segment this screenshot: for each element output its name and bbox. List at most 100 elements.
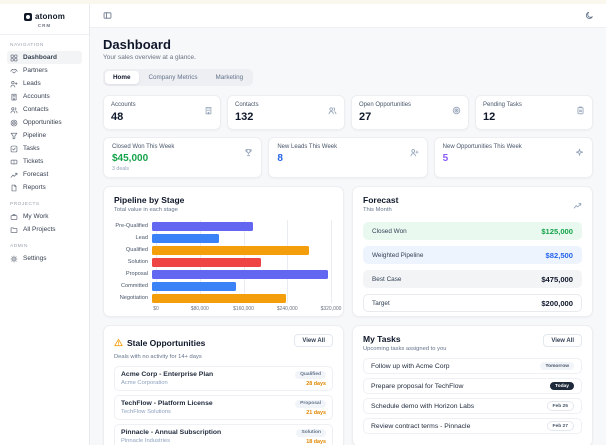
forecast-row-value: $475,000 — [541, 274, 573, 284]
panel-icon — [103, 12, 111, 19]
task-due-badge: Tomorrow — [540, 362, 574, 370]
task-row[interactable]: Review contract terms - Pinnacle Feb 27 — [363, 418, 582, 434]
stale-opportunity-row[interactable]: Pinnacle - Annual Subscription Pinnacle I… — [114, 424, 333, 445]
sidebar-toggle-button[interactable] — [100, 9, 114, 23]
stat-label: New Opportunities This Week — [442, 144, 522, 150]
sidebar-item-label: Dashboard — [23, 54, 57, 61]
forecast-row-value: $82,500 — [545, 250, 573, 260]
chart-x-tick: $240,000 — [276, 306, 298, 312]
sidebar-section-label: Navigation — [10, 43, 44, 48]
logo-badge: CRM — [37, 23, 52, 28]
sidebar-item-label: Accounts — [23, 93, 50, 100]
top-accent-strip — [0, 0, 606, 4]
kpi-label: Pending Tasks — [483, 102, 522, 108]
stat-label: New Leads This Week — [277, 144, 338, 150]
stage-badge: Proposal — [295, 399, 326, 408]
forecast-row-label: Best Case — [372, 275, 402, 283]
theme-toggle-button[interactable] — [582, 9, 596, 23]
trophy-icon — [245, 148, 253, 157]
trend-icon — [10, 172, 18, 178]
sidebar-section-projects: Projects My Work All Projects — [0, 202, 89, 236]
sidebar-item-my-work[interactable]: My Work — [7, 210, 82, 223]
stat-card-closed-won-this-week: Closed Won This Week $45,000 3 deals — [103, 137, 263, 178]
stat-sub-label: 3 deals — [112, 166, 130, 172]
forecast-row-target: Target $200,000 — [363, 294, 582, 312]
sidebar-item-label: Tasks — [23, 145, 40, 152]
sidebar-item-pipeline[interactable]: Pipeline — [7, 129, 82, 142]
opportunity-company: TechFlow Solutions — [121, 408, 171, 415]
sidebar-item-opportunities[interactable]: Opportunities — [7, 116, 82, 129]
sidebar-item-tickets[interactable]: Tickets — [7, 155, 82, 168]
chart-bar — [152, 269, 329, 279]
file-icon — [11, 184, 17, 191]
chart-x-axis: $0 $80,000 $160,000 $240,000 $320,000 — [153, 304, 341, 314]
sidebar-item-reports[interactable]: Reports — [7, 181, 82, 194]
chart-bar — [152, 245, 309, 255]
user-plus-icon — [10, 80, 18, 87]
stale-view-all-button[interactable]: View All — [294, 334, 333, 347]
task-due-badge: Feb 25 — [546, 401, 574, 411]
stale-opportunity-row[interactable]: TechFlow - Platform License TechFlow Solu… — [114, 395, 333, 420]
dashboard-tabs: Home Company Metrics Marketing — [103, 69, 254, 86]
stat-label: Closed Won This Week — [112, 144, 175, 150]
pipeline-by-stage-card: Pipeline by Stage Total value in each st… — [103, 186, 344, 317]
sidebar-item-dashboard[interactable]: Dashboard — [7, 51, 82, 64]
chart-bar — [152, 281, 236, 291]
chart-title: Pipeline by Stage — [114, 195, 185, 205]
sidebar-item-label: Reports — [23, 184, 46, 191]
sidebar-item-label: Forecast — [23, 171, 49, 178]
task-row[interactable]: Follow up with Acme Corp Tomorrow — [363, 358, 582, 374]
sidebar-item-contacts[interactable]: Contacts — [7, 103, 82, 116]
users-icon — [328, 107, 337, 115]
dashboard-content: Dashboard Your sales overview at a glanc… — [90, 28, 606, 445]
tasks-view-all-button[interactable]: View All — [543, 334, 582, 347]
kpi-label: Open Opportunities — [359, 102, 412, 108]
target-icon — [452, 106, 461, 115]
sidebar: atonom CRM Navigation Dashboard Partners Le… — [0, 4, 90, 445]
opportunity-name: Pinnacle - Annual Subscription — [121, 428, 222, 436]
days-stale: 21 days — [306, 409, 326, 416]
chart-x-tick: $80,000 — [190, 306, 209, 312]
sidebar-item-label: Settings — [23, 255, 47, 262]
kpi-label: Accounts — [111, 102, 136, 108]
sidebar-item-all-projects[interactable]: All Projects — [7, 223, 82, 236]
app-logo: atonom CRM — [0, 12, 89, 35]
opportunity-company: Acme Corporation — [121, 379, 168, 386]
chart-category-label: Negotiation — [119, 295, 148, 301]
task-title: Review contract terms - Pinnacle — [371, 422, 471, 430]
sidebar-item-forecast[interactable]: Forecast — [7, 168, 82, 181]
stat-card-new-opportunities-this-week: New Opportunities This Week 5 — [433, 137, 593, 178]
chart-bar-row-proposal: Proposal — [114, 268, 333, 280]
chart-category-label: Committed — [120, 283, 148, 289]
days-stale: 18 days — [306, 438, 326, 445]
logo-icon — [23, 12, 32, 21]
chart-bar — [152, 257, 262, 267]
tab-marketing[interactable]: Marketing — [215, 74, 244, 81]
chart-bar-row-negotiation: Negotiation — [114, 292, 333, 304]
sidebar-item-settings[interactable]: Settings — [7, 252, 82, 265]
sidebar-item-label: My Work — [23, 213, 49, 220]
tab-home[interactable]: Home — [105, 71, 139, 84]
forecast-row-best-case: Best Case $475,000 — [363, 270, 582, 288]
task-row[interactable]: Schedule demo with Horizon Labs Feb 25 — [363, 398, 582, 414]
sidebar-section-navigation: Navigation Dashboard Partners Leads Accounts… — [0, 43, 89, 194]
tab-company-metrics[interactable]: Company Metrics — [148, 74, 198, 81]
chart-bar-row-solution: Solution — [114, 256, 333, 268]
check-square-icon — [10, 145, 18, 152]
stale-opportunity-row[interactable]: Acme Corp - Enterprise Plan Acme Corporat… — [114, 366, 333, 391]
task-row[interactable]: Prepare proposal for TechFlow Today — [363, 378, 582, 394]
sidebar-item-partners[interactable]: Partners — [7, 64, 82, 77]
kpi-value: 12 — [483, 111, 496, 123]
handshake-icon — [10, 68, 18, 73]
kpi-value: 27 — [359, 111, 372, 123]
sidebar-item-label: Tickets — [23, 158, 44, 165]
chart-bar — [152, 233, 220, 243]
logo-text: atonom — [34, 12, 66, 21]
task-due-badge: Feb 27 — [546, 421, 574, 431]
sidebar-item-leads[interactable]: Leads — [7, 77, 82, 90]
grid-icon — [10, 54, 18, 61]
kpi-value: 132 — [235, 111, 254, 123]
sidebar-item-accounts[interactable]: Accounts — [7, 90, 82, 103]
sidebar-section-admin: Admin Settings — [0, 244, 89, 265]
sidebar-item-tasks[interactable]: Tasks — [7, 142, 82, 155]
